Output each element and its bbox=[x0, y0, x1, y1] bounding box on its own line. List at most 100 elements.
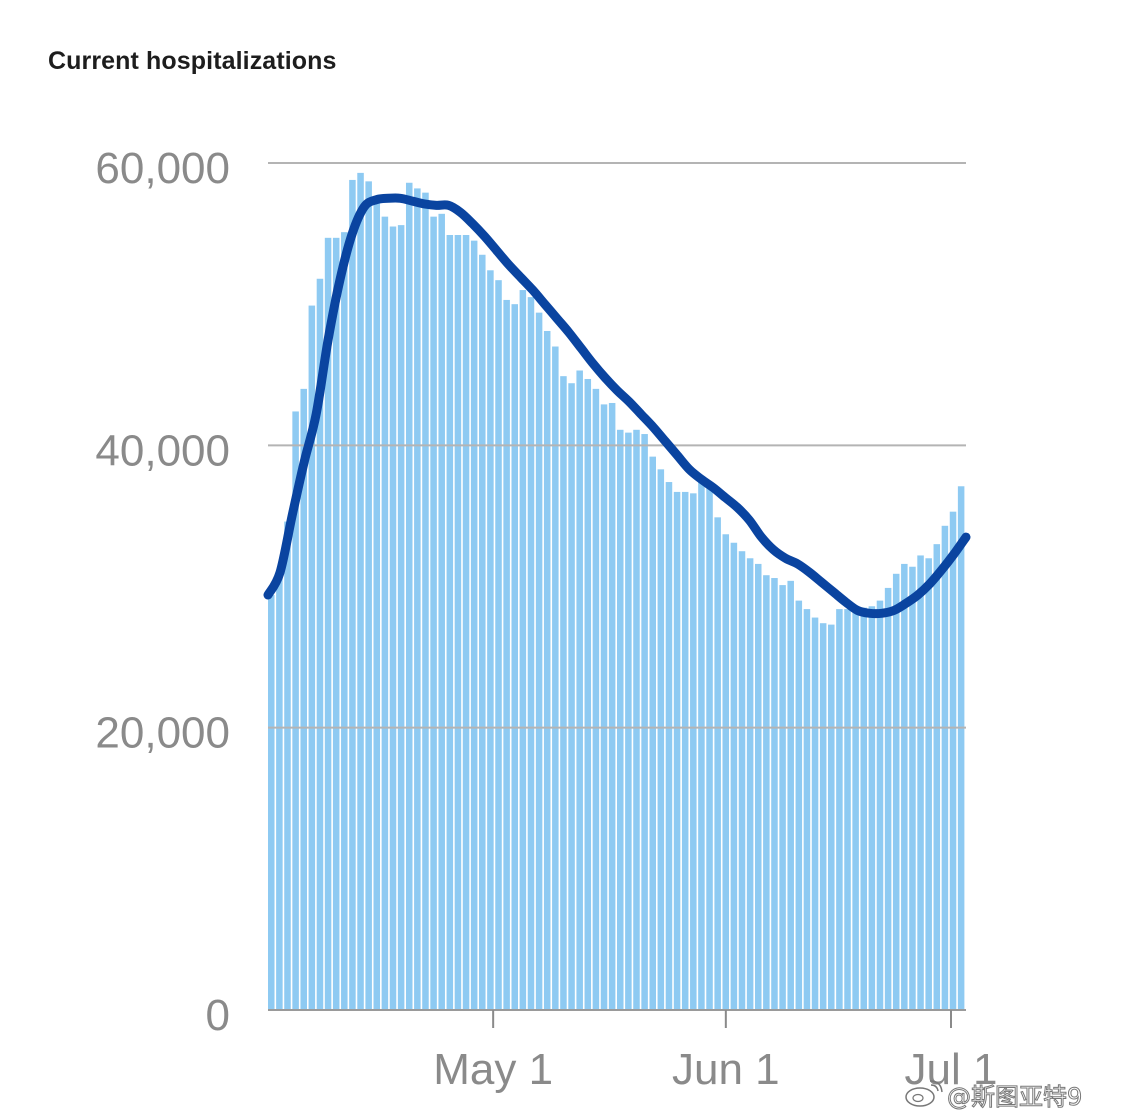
chart-title: Current hospitalizations bbox=[48, 47, 337, 75]
bar bbox=[754, 563, 762, 1010]
bar bbox=[649, 456, 656, 1010]
bar bbox=[617, 429, 624, 1010]
bar bbox=[746, 558, 754, 1010]
bar bbox=[268, 594, 275, 1010]
bar bbox=[552, 346, 559, 1010]
tick-labels: 0 20,000 40,000 60,000 May 1 Jun 1 Jul 1 bbox=[95, 144, 997, 1094]
bar bbox=[681, 491, 689, 1010]
bar bbox=[803, 609, 811, 1010]
bar bbox=[365, 181, 372, 1011]
bar bbox=[308, 305, 316, 1011]
watermark: @斯图亚特9 bbox=[903, 1076, 1118, 1112]
bar bbox=[690, 493, 697, 1011]
bar bbox=[373, 201, 381, 1010]
bar bbox=[917, 555, 924, 1010]
bar bbox=[430, 216, 437, 1010]
bar bbox=[454, 235, 462, 1010]
bar bbox=[811, 617, 819, 1010]
bar bbox=[519, 290, 527, 1010]
bar bbox=[909, 566, 916, 1010]
bar bbox=[592, 388, 600, 1010]
bar bbox=[941, 525, 949, 1010]
bar bbox=[584, 378, 592, 1010]
trend-line-layer bbox=[263, 193, 971, 619]
x-tick-label: May 1 bbox=[433, 1045, 553, 1094]
bar bbox=[284, 521, 291, 1010]
bar bbox=[600, 404, 608, 1010]
bar bbox=[738, 551, 746, 1010]
bar bbox=[706, 483, 713, 1010]
bar bbox=[657, 469, 665, 1011]
bar bbox=[479, 254, 486, 1010]
bar bbox=[568, 383, 575, 1011]
bar bbox=[665, 482, 673, 1010]
bar bbox=[316, 278, 324, 1010]
bar bbox=[828, 624, 835, 1010]
bar bbox=[397, 225, 405, 1011]
bar bbox=[641, 434, 648, 1010]
bar bbox=[276, 576, 283, 1010]
y-tick-label: 60,000 bbox=[95, 144, 230, 193]
bar bbox=[787, 580, 794, 1010]
bar bbox=[535, 312, 543, 1010]
bar bbox=[332, 237, 340, 1010]
bar bbox=[608, 402, 616, 1011]
bar bbox=[673, 491, 681, 1010]
bar bbox=[487, 270, 494, 1010]
bar bbox=[462, 235, 470, 1010]
bar bbox=[819, 623, 827, 1010]
bars-layer bbox=[268, 172, 965, 1011]
bar bbox=[495, 280, 502, 1010]
bar bbox=[389, 226, 397, 1010]
bar bbox=[868, 606, 876, 1010]
bar bbox=[844, 609, 851, 1010]
bar bbox=[949, 511, 957, 1010]
bar bbox=[730, 542, 738, 1010]
bar bbox=[876, 600, 884, 1010]
bar bbox=[405, 182, 413, 1010]
bar bbox=[901, 563, 908, 1010]
bar bbox=[698, 480, 705, 1011]
bar bbox=[422, 192, 429, 1010]
bar bbox=[446, 235, 454, 1010]
bar bbox=[357, 172, 364, 1010]
bar bbox=[438, 213, 445, 1010]
bar bbox=[714, 517, 721, 1010]
bar bbox=[957, 486, 965, 1010]
bar bbox=[381, 216, 389, 1010]
bar bbox=[560, 376, 567, 1010]
bar bbox=[763, 575, 770, 1010]
bar bbox=[633, 429, 640, 1010]
bar bbox=[852, 609, 859, 1010]
bar bbox=[933, 544, 941, 1010]
bar bbox=[292, 411, 299, 1010]
y-tick-label: 40,000 bbox=[95, 426, 230, 475]
x-tick-label: Jul 1 bbox=[905, 1045, 998, 1094]
bar bbox=[892, 573, 900, 1010]
bar bbox=[543, 330, 551, 1010]
y-tick-label: 0 bbox=[206, 991, 230, 1040]
bar bbox=[722, 534, 730, 1010]
bar bbox=[576, 370, 583, 1010]
weibo-logo-icon bbox=[905, 1080, 943, 1107]
bar bbox=[884, 587, 892, 1010]
bar bbox=[860, 607, 868, 1010]
grid-layer bbox=[268, 162, 966, 729]
bar bbox=[503, 299, 510, 1010]
bar bbox=[527, 297, 535, 1010]
x-axis bbox=[268, 1009, 966, 1028]
y-tick-label: 20,000 bbox=[95, 709, 230, 758]
trend-line bbox=[263, 193, 971, 619]
x-tick-label: Jun 1 bbox=[672, 1045, 780, 1094]
bar bbox=[341, 232, 348, 1011]
bar bbox=[925, 558, 932, 1010]
bar bbox=[349, 179, 356, 1010]
bar bbox=[300, 388, 307, 1010]
bar bbox=[795, 600, 803, 1010]
bar bbox=[771, 578, 778, 1010]
bar bbox=[470, 240, 478, 1010]
bar bbox=[836, 609, 843, 1010]
bar bbox=[779, 585, 786, 1010]
bar bbox=[625, 432, 632, 1010]
